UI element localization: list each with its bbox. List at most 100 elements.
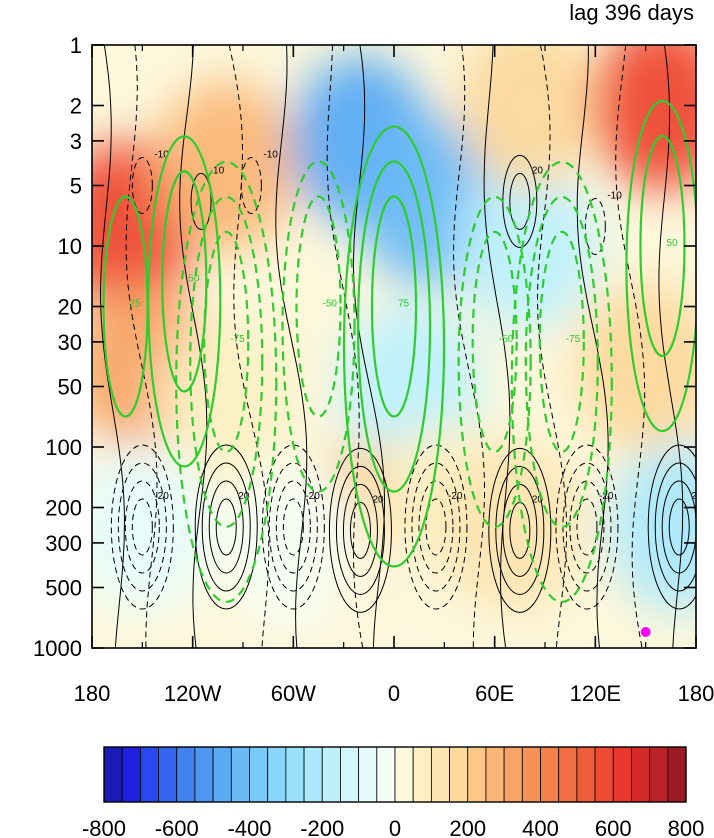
x-tick-label-5: 120E <box>570 681 621 706</box>
colorbar-label-5: 200 <box>449 816 486 838</box>
black-contour-4-0 <box>425 498 447 556</box>
black-contour-3-3 <box>328 447 392 613</box>
colorbar-box-7 <box>230 746 250 803</box>
black-contour-1-2 <box>201 462 251 592</box>
black-contour-3-2 <box>335 465 385 595</box>
colorbar-box-4 <box>176 746 196 803</box>
black-contour-2-2 <box>268 462 318 592</box>
black-contour-line-0 <box>100 45 125 648</box>
colorbar-label-1: -600 <box>155 816 199 838</box>
black-contour-label-6: -20 <box>599 491 614 502</box>
black-contour-label-8: -10 <box>154 149 169 160</box>
green-contour-label-2: -75 <box>230 334 245 345</box>
black-contour-12-0 <box>584 198 606 256</box>
green-contour-label-5: -50 <box>499 334 514 345</box>
green-contour-label-7: 50 <box>666 238 678 249</box>
colorbar-box-18 <box>430 746 450 803</box>
black-contour-label-12: -10 <box>607 191 622 202</box>
colorbar: -800 -600 -400 -200 0 200 400 600 800 <box>82 746 705 838</box>
colorbar-box-14 <box>358 746 378 803</box>
green-contour-4-2 <box>342 125 446 568</box>
green-contour-2-1 <box>189 195 264 529</box>
colorbar-box-12 <box>321 746 341 803</box>
black-contour-6-3 <box>555 444 619 610</box>
black-contour-0-3 <box>110 444 174 610</box>
green-contour-4-0 <box>370 195 418 418</box>
colorbar-box-6 <box>212 746 232 803</box>
y-tick-label-6: 30 <box>58 330 82 355</box>
green-contour-label-1: 50 <box>188 273 200 284</box>
black-contour-0-1 <box>124 480 160 574</box>
black-contour-3-0 <box>349 501 371 559</box>
shading-blob-9 <box>592 45 696 191</box>
shading-blob-14 <box>92 442 213 612</box>
colorbar-box-20 <box>467 746 487 803</box>
colorbar-label-3: -200 <box>300 816 344 838</box>
black-contour-label-9: 10 <box>213 165 225 176</box>
y-axis: 1 2 3 5 10 20 30 50 100 200 300 500 1000 <box>33 33 696 661</box>
black-contour-3-1 <box>342 483 378 577</box>
black-contour-label-10: -10 <box>263 149 278 160</box>
black-contour-line-8 <box>483 45 511 648</box>
colorbar-box-28 <box>612 746 632 803</box>
green-contour-3-0 <box>295 195 342 418</box>
green-contour-1-0 <box>161 170 208 393</box>
x-tick-label-1: 120W <box>164 681 222 706</box>
y-tick-label-5: 20 <box>58 295 82 320</box>
black-contour-label-4: -20 <box>448 491 463 502</box>
y-tick-label-9: 200 <box>45 496 82 521</box>
black-contour-label-2: -20 <box>305 491 320 502</box>
black-contour-line-1 <box>125 45 158 648</box>
black-contour-9-0 <box>190 172 212 230</box>
green-contour-3-1 <box>281 160 356 493</box>
green-contour-6-1 <box>524 195 599 529</box>
colorbar-label-0: -800 <box>82 816 126 838</box>
black-contour-line-7 <box>452 45 485 648</box>
shading-layer <box>92 45 696 648</box>
x-tick-label-2: 60W <box>271 681 316 706</box>
black-contour-7-0 <box>668 498 690 556</box>
black-contour-6-1 <box>569 480 605 574</box>
shading-blob-7 <box>458 161 599 331</box>
x-tick-label-0: 180 <box>74 681 111 706</box>
colorbar-box-11 <box>303 746 323 803</box>
shading-blob-10 <box>575 282 696 452</box>
colorbar-box-31 <box>667 746 687 803</box>
black-contour-line-2 <box>179 45 208 648</box>
black-contour-2-3 <box>261 444 325 610</box>
shading-blob-15 <box>609 442 696 612</box>
colorbar-label-4: 0 <box>389 816 401 838</box>
black-contour-label-3: 20 <box>372 494 384 505</box>
green-contour-label-0: 25 <box>130 299 142 310</box>
shading-blob-16 <box>223 457 364 628</box>
colorbar-label-8: 800 <box>668 816 705 838</box>
colorbar-box-24 <box>540 746 560 803</box>
colorbar-box-10 <box>285 746 305 803</box>
y-tick-label-0: 1 <box>70 33 82 58</box>
x-axis: 180 120W 60W 0 60E 120E 180 <box>74 45 714 706</box>
colorbar-box-25 <box>558 746 578 803</box>
black-contour-6-0 <box>576 498 598 556</box>
green-contour-4-1 <box>356 160 432 493</box>
colorbar-box-29 <box>631 746 651 803</box>
colorbar-box-21 <box>485 746 505 803</box>
colorbar-box-23 <box>521 746 541 803</box>
y-tick-label-1: 2 <box>70 94 82 119</box>
black-contour-line-6 <box>352 45 386 648</box>
shading-blob-8 <box>458 45 599 191</box>
black-contour-1-1 <box>208 480 244 574</box>
shading-blob-2 <box>156 81 297 252</box>
green-contour-5-1 <box>457 195 532 529</box>
colorbar-box-13 <box>340 746 360 803</box>
black-contour-0-2 <box>117 462 167 592</box>
black-contour-label-5: 20 <box>532 494 544 505</box>
black-contour-8-0 <box>131 156 153 214</box>
shading-blob-13 <box>441 441 582 612</box>
y-tick-label-12: 1000 <box>33 636 82 661</box>
black-contour-label-11: 20 <box>532 165 544 176</box>
black-contour-7-2 <box>654 462 696 592</box>
x-tick-label-3: 0 <box>388 681 400 706</box>
colorbar-box-5 <box>194 746 214 803</box>
green-contour-5-0 <box>471 230 518 454</box>
y-tick-label-11: 500 <box>45 575 82 600</box>
